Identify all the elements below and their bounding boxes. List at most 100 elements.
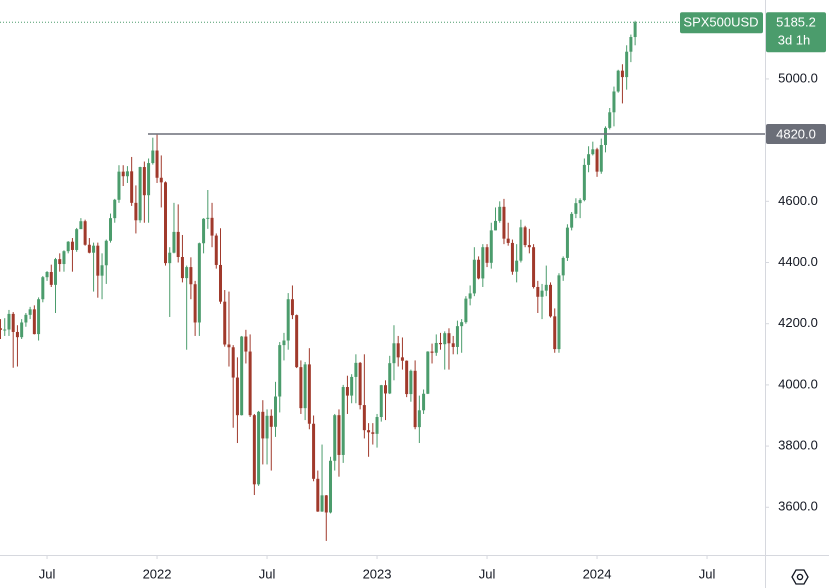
candle-body: [130, 171, 134, 203]
candle-body: [553, 316, 557, 350]
candle-body: [104, 240, 108, 266]
candle-body: [443, 333, 447, 345]
candle-body: [345, 387, 349, 396]
candle-body: [549, 284, 553, 317]
candle-body: [608, 112, 612, 128]
candle-body: [282, 340, 286, 346]
candle-body: [168, 252, 172, 264]
y-tick-label: 4200.0: [778, 315, 818, 330]
candle-body: [3, 329, 7, 331]
plot-area: [0, 20, 765, 541]
candle-body: [455, 326, 459, 347]
candle-body: [49, 271, 53, 285]
candle-body: [96, 245, 100, 276]
candle-body: [625, 51, 629, 78]
candle-body: [299, 367, 303, 409]
settings-dot: [796, 573, 804, 581]
candle-body: [422, 393, 426, 411]
candle-body: [316, 478, 320, 512]
candle-body: [214, 235, 218, 265]
candle-body: [244, 336, 248, 352]
candle-body: [587, 154, 591, 165]
candle-body: [210, 217, 214, 236]
candle-body: [523, 227, 527, 246]
candle-body: [223, 301, 227, 345]
candle-body: [426, 351, 430, 394]
candle-body: [506, 238, 510, 243]
candle-body: [202, 218, 206, 244]
candle-body: [595, 149, 599, 172]
candle-body: [147, 163, 151, 196]
candle-body: [599, 145, 603, 172]
candle-body: [252, 415, 256, 485]
y-tick-label: 4400.0: [778, 254, 818, 269]
countdown-label: 3d 1h: [778, 33, 811, 48]
candle-body: [371, 432, 375, 434]
candle-body: [159, 177, 163, 183]
candle-body: [295, 315, 299, 368]
candle-body: [278, 345, 282, 397]
candle-body: [227, 344, 231, 348]
candle-body: [561, 257, 565, 276]
candle-body: [37, 299, 41, 335]
candle-body: [409, 370, 413, 395]
candle-body: [384, 385, 388, 394]
candle-body: [375, 417, 379, 434]
candle-body: [20, 322, 24, 338]
x-tick-label: Jul: [699, 566, 716, 581]
candle-body: [312, 423, 316, 479]
candle-body: [11, 313, 15, 332]
candle-body: [502, 206, 506, 239]
x-tick-label: Jul: [479, 566, 496, 581]
candle-body: [604, 127, 608, 146]
candle-body: [494, 220, 498, 231]
candle-body: [519, 227, 523, 261]
candle-body: [303, 364, 307, 409]
candle-body: [396, 343, 400, 358]
candle-body: [633, 22, 637, 38]
candle-body: [472, 259, 476, 294]
candle-body: [257, 411, 261, 485]
candle-body: [79, 221, 83, 230]
candle-body: [28, 309, 32, 315]
candle-body: [83, 221, 87, 245]
y-tick-label: 3800.0: [778, 438, 818, 453]
candle-body: [574, 203, 578, 214]
candle-body: [193, 284, 197, 323]
symbol-tag: [680, 12, 763, 34]
candle-body: [468, 293, 472, 299]
candle-body: [354, 362, 358, 377]
candle-body: [7, 313, 11, 330]
candle-body: [62, 251, 66, 265]
candle-body: [240, 336, 244, 416]
candle-body: [477, 259, 481, 279]
candle-body: [527, 245, 531, 248]
candle-body: [290, 299, 294, 316]
candle-body: [358, 362, 362, 406]
candle-body: [113, 199, 117, 219]
candle-body: [176, 231, 180, 258]
axes: 3600.0 3800.0 4000.0 4200.0 4400.0 4600.0 5000…: [39, 12, 826, 581]
candle-body: [189, 267, 193, 285]
candle-body: [274, 396, 278, 427]
candle-body: [540, 290, 544, 297]
candle-body: [388, 363, 392, 394]
candle-body: [413, 370, 417, 428]
price-tag-label: 5185.2: [776, 15, 816, 30]
candle-body: [612, 91, 616, 113]
x-tick-label: Jul: [39, 566, 56, 581]
candle-body: [180, 257, 184, 279]
candle-body: [405, 360, 409, 395]
x-tick-label: Jul: [259, 566, 276, 581]
candle-body: [172, 231, 176, 253]
candle-body: [565, 227, 569, 258]
candle-body: [58, 259, 62, 265]
candle-body: [544, 284, 548, 291]
settings-icon[interactable]: [791, 569, 809, 585]
candle-body: [536, 286, 540, 297]
candle-body: [125, 171, 129, 177]
candle-body: [460, 322, 464, 327]
candle-body: [164, 182, 168, 264]
candle-body: [0, 328, 3, 330]
candle-body: [235, 377, 239, 416]
